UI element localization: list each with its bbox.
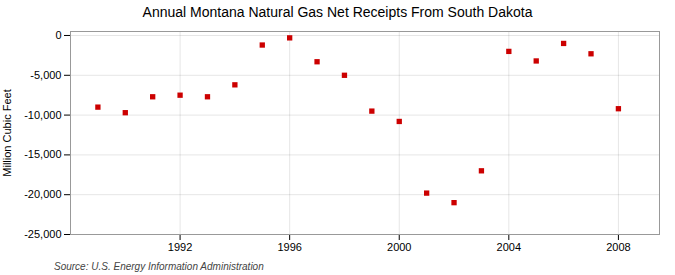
- svg-text:-20,000: -20,000: [24, 188, 61, 200]
- svg-text:-5,000: -5,000: [30, 69, 61, 81]
- svg-text:-10,000: -10,000: [24, 109, 61, 121]
- html-text:Annual Montana Natural Gas Net: Annual Montana Natural Gas Net Receipts …: [142, 4, 533, 20]
- svg-text:Million Cubic Feet: Million Cubic Feet: [1, 89, 13, 176]
- svg-text:1992: 1992: [168, 241, 192, 253]
- svg-text:2000: 2000: [387, 241, 411, 253]
- svg-text:-25,000: -25,000: [24, 228, 61, 240]
- svg-text:-15,000: -15,000: [24, 148, 61, 160]
- svg-text:2008: 2008: [606, 241, 630, 253]
- svg-text:2004: 2004: [497, 241, 521, 253]
- svg-text:0: 0: [55, 29, 61, 41]
- html-text:Source: U.S. Energy Informatio: Source: U.S. Energy Information Administ…: [54, 261, 264, 272]
- svg-text:1996: 1996: [277, 241, 301, 253]
